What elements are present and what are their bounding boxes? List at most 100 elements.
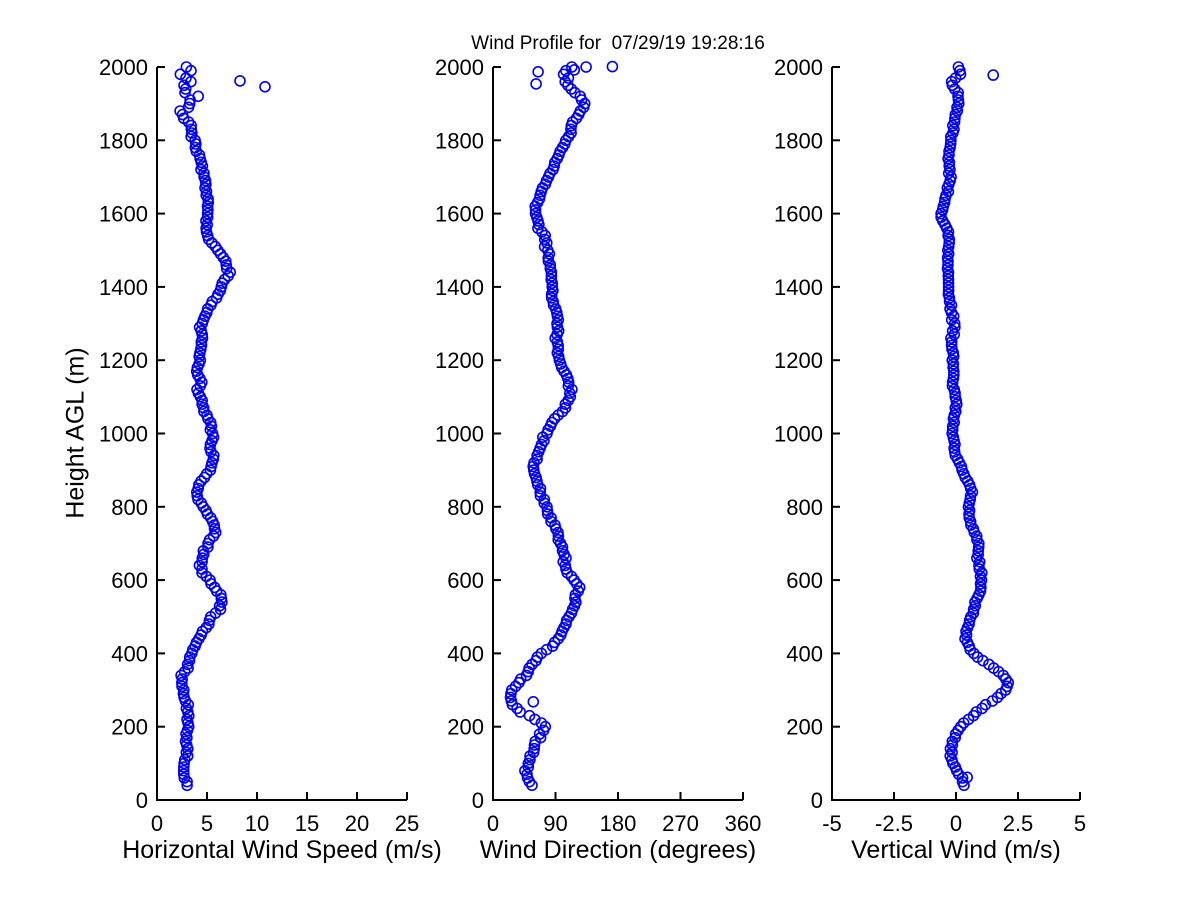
- data-point: [991, 691, 1004, 704]
- data-point: [548, 636, 561, 649]
- x-tick-label: 5: [1074, 811, 1086, 836]
- data-point: [569, 592, 581, 605]
- data-point: [545, 273, 558, 286]
- data-point: [200, 226, 213, 238]
- y-tick-label: 1600: [435, 202, 484, 227]
- outlier-point: [568, 64, 581, 76]
- data-point: [209, 240, 222, 253]
- data-point: [522, 761, 535, 773]
- data-point: [948, 116, 961, 128]
- x-tick-label: 25: [395, 811, 419, 836]
- data-point: [967, 607, 980, 619]
- data-point: [178, 768, 190, 781]
- data-point: [566, 383, 578, 396]
- y-tick-label: 600: [447, 568, 484, 593]
- data-point: [935, 211, 947, 224]
- data-point: [196, 555, 208, 568]
- data-point: [983, 658, 995, 671]
- data-point: [942, 277, 955, 290]
- y-tick-label: 2000: [99, 55, 148, 80]
- data-point: [504, 691, 517, 704]
- outlier-point: [606, 60, 619, 73]
- data-point: [971, 533, 983, 546]
- data-point: [547, 299, 560, 312]
- data-point: [196, 332, 209, 345]
- data-point: [178, 761, 190, 773]
- x-tick-label: 90: [543, 811, 567, 836]
- data-point: [545, 515, 557, 528]
- y-tick-label: 800: [786, 495, 823, 520]
- y-tick-label: 600: [111, 568, 148, 593]
- x-tick-label: -5: [822, 811, 842, 836]
- x-tick-label: 0: [487, 811, 499, 836]
- data-point: [531, 651, 544, 663]
- data-point: [529, 204, 542, 216]
- data-point: [942, 255, 954, 268]
- data-point: [191, 489, 203, 502]
- data-point: [942, 288, 955, 301]
- data-point: [949, 390, 962, 403]
- data-point: [176, 680, 188, 693]
- data-point: [541, 244, 554, 257]
- data-point: [201, 211, 214, 224]
- x-tick-label: 15: [295, 811, 319, 836]
- data-point: [183, 654, 196, 667]
- data-point: [181, 779, 193, 792]
- data-point: [947, 361, 959, 374]
- y-tick-label: 800: [111, 495, 148, 520]
- y-tick-label: 600: [786, 568, 823, 593]
- data-point: [969, 599, 982, 612]
- y-tick-label: 1200: [774, 348, 823, 373]
- data-point: [528, 742, 541, 755]
- data-point: [545, 292, 558, 304]
- y-tick-label: 1800: [774, 128, 823, 153]
- data-point: [178, 772, 191, 784]
- data-point: [949, 731, 962, 744]
- x-axis-label-vertical-wind: Vertical Wind (m/s): [851, 836, 1061, 864]
- data-point: [947, 350, 960, 363]
- data-point: [539, 720, 552, 733]
- data-point: [176, 676, 188, 689]
- data-point: [972, 544, 985, 557]
- data-point: [201, 207, 214, 220]
- data-point: [947, 372, 960, 385]
- data-point: [204, 574, 216, 586]
- data-point: [560, 64, 572, 77]
- y-tick-label: 2000: [774, 55, 823, 80]
- data-point: [972, 541, 985, 553]
- x-tick-label: 20: [345, 811, 369, 836]
- data-point: [535, 717, 548, 729]
- x-tick-label: 2.5: [1003, 811, 1034, 836]
- x-tick-label: 10: [245, 811, 269, 836]
- data-point: [542, 255, 555, 268]
- data-point: [942, 259, 954, 271]
- data-point: [208, 522, 221, 535]
- data-point: [946, 380, 959, 392]
- data-point: [965, 519, 977, 531]
- y-tick-label: 400: [111, 641, 148, 666]
- data-point: [529, 207, 542, 220]
- data-point: [175, 669, 187, 682]
- data-point: [952, 61, 965, 73]
- data-point: [202, 204, 214, 216]
- data-point: [552, 343, 565, 356]
- data-point: [534, 489, 547, 502]
- data-point: [202, 196, 215, 209]
- data-point: [178, 79, 190, 92]
- data-point: [180, 61, 193, 73]
- data-point: [951, 105, 964, 117]
- x-tick-label: 0: [950, 811, 962, 836]
- x-tick-label: 360: [725, 811, 762, 836]
- axis-line: [156, 67, 407, 801]
- x-tick-label: 270: [662, 811, 699, 836]
- data-point: [972, 548, 985, 561]
- data-point: [946, 423, 959, 436]
- data-point: [198, 405, 210, 418]
- y-tick-label: 1400: [99, 275, 148, 300]
- scatter-points: [935, 61, 1015, 792]
- data-point: [514, 673, 527, 685]
- data-point: [952, 94, 965, 106]
- data-point: [565, 123, 577, 136]
- data-point: [544, 262, 557, 275]
